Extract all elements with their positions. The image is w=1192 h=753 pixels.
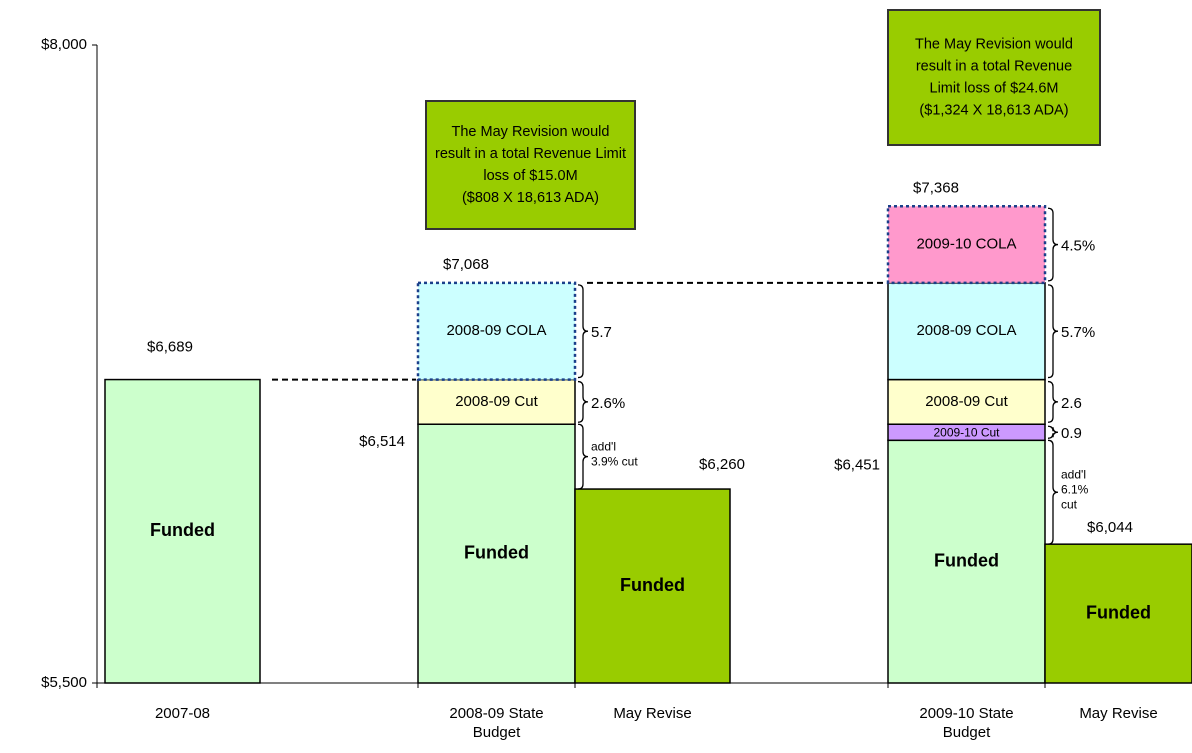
bar-segment [574,488,731,684]
total-label: $7,368 [913,179,959,196]
segment-label: Funded [1086,602,1151,622]
bar-segment [1044,543,1192,684]
value-label: $6,044 [1087,519,1133,536]
segment-label: Funded [150,520,215,540]
x-tick-label: May Revise [1079,705,1158,722]
value-label: $6,514 [359,433,405,450]
value-label: $6,451 [834,456,880,473]
brace [1047,284,1059,379]
brace [1047,380,1059,423]
annotation: 2.6% [591,395,625,412]
y-tick-label: $8,000 [41,36,87,53]
x-tick-label: 2009-10 State Budget [919,705,1014,741]
bar-segment [104,378,261,684]
bar-segment [887,439,1046,684]
callout-text: result in a total Revenue Limit [435,146,626,162]
brace [1047,439,1059,545]
bar-segment [886,205,1047,285]
segment-label: 2008-09 COLA [446,322,546,339]
y-tick-label: $5,500 [41,674,87,691]
annotation: 2.6 [1061,395,1082,412]
annotation: 0.9 [1061,425,1082,442]
annotation: add'l [591,439,616,453]
x-tick-label: 2008-09 State Budget [449,705,544,741]
callout-text: ($1,324 X 18,613 ADA) [919,102,1068,118]
segment-label: Funded [620,575,685,595]
bar-segment [416,281,577,381]
x-tick-label: May Revise [613,705,692,722]
value-label: $6,689 [147,339,193,356]
annotation: cut [1061,497,1078,511]
brace [577,284,589,379]
callout-text: Limit loss of $24.6M [930,80,1059,96]
segment-label: 2009-10 Cut [933,425,1000,439]
total-label: $7,068 [443,256,489,273]
segment-label: 2008-09 COLA [916,322,1016,339]
callout-text: The May Revision would [452,124,610,140]
callout-box [887,9,1101,146]
segment-label: 2008-09 Cut [455,393,538,410]
bar-segment [417,423,576,684]
brace [1047,207,1059,282]
annotation: 5.7% [1061,324,1095,341]
callout-box [425,100,636,230]
segment-label: Funded [934,550,999,570]
annotation: 4.5% [1061,238,1095,255]
annotation: 3.9% cut [591,454,638,468]
callout-text: result in a total Revenue [916,58,1072,74]
callout-text: The May Revision would [915,36,1073,52]
brace [1047,425,1059,439]
annotation: add'l [1061,467,1086,481]
annotation: 5.7 [591,324,612,341]
segment-label: Funded [464,542,529,562]
segment-label: 2009-10 COLA [916,236,1016,253]
annotation: 6.1% [1061,482,1089,496]
value-label: $6,260 [699,456,745,473]
brace [577,380,589,423]
x-tick-label: 2007-08 [154,705,211,722]
bar-segment [887,378,1046,425]
brace [577,423,589,490]
segment-label: 2008-09 Cut [925,393,1008,410]
callout-text: ($808 X 18,613 ADA) [462,190,599,206]
callout-text: loss of $15.0M [483,168,577,184]
